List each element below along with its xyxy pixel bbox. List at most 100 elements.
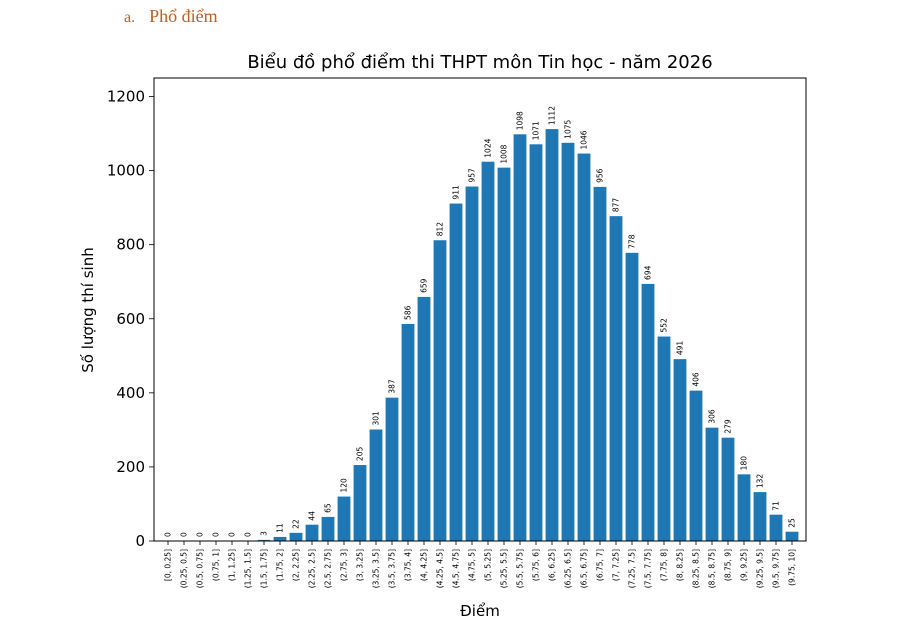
section-heading: a. Phổ điểm bbox=[124, 6, 218, 27]
bar-value-label: 877 bbox=[612, 198, 621, 213]
x-tick-label: (5.5, 5.75] bbox=[516, 549, 525, 588]
bars-group bbox=[257, 129, 799, 542]
bar-value-label: 812 bbox=[436, 222, 445, 237]
x-tick-label: (0.5, 0.75] bbox=[196, 549, 205, 588]
bar-value-label: 279 bbox=[724, 419, 733, 434]
bar bbox=[609, 216, 623, 541]
y-tick-label: 600 bbox=[116, 310, 145, 328]
x-tick-label: (0.75, 1] bbox=[212, 549, 221, 581]
y-tick-label: 200 bbox=[116, 458, 145, 476]
x-tick-label: (5, 5.25] bbox=[484, 549, 493, 581]
bar-value-label: 65 bbox=[324, 503, 333, 513]
bar-value-label: 406 bbox=[692, 372, 701, 387]
bar bbox=[481, 161, 495, 541]
bar-value-label: 180 bbox=[740, 456, 749, 471]
x-tick-label: (8, 8.25] bbox=[676, 549, 685, 581]
x-tick-label: (3, 3.25] bbox=[356, 549, 365, 581]
y-tick-label: 1200 bbox=[107, 88, 145, 106]
x-tick-label: (9.25, 9.5] bbox=[756, 549, 765, 588]
y-tick-label: 400 bbox=[116, 384, 145, 402]
bar-value-label: 0 bbox=[164, 532, 173, 537]
y-tick-label: 800 bbox=[116, 236, 145, 254]
bar bbox=[385, 397, 399, 541]
section-title: Phổ điểm bbox=[149, 6, 218, 26]
x-tick-label: (1.5, 1.75] bbox=[260, 549, 269, 588]
bar bbox=[577, 153, 591, 541]
bar bbox=[753, 492, 767, 541]
bar-value-label: 1046 bbox=[580, 130, 589, 149]
bar-value-label: 0 bbox=[212, 532, 221, 537]
bar-value-label: 1098 bbox=[516, 111, 525, 130]
bar-value-label: 132 bbox=[756, 474, 765, 489]
x-tick-label: (5.75, 6] bbox=[532, 549, 541, 581]
x-tick-label: (8.75, 9] bbox=[724, 549, 733, 581]
x-tick-label: (2.25, 2.5] bbox=[308, 549, 317, 588]
bar bbox=[289, 532, 303, 541]
plot-frame bbox=[153, 77, 807, 542]
bar-value-label: 11 bbox=[276, 523, 285, 533]
x-tick-label: (1.75, 2] bbox=[276, 549, 285, 581]
bar bbox=[433, 240, 447, 542]
bar bbox=[785, 531, 799, 541]
bar-value-label: 306 bbox=[708, 409, 717, 424]
x-tick-label: (4.75, 5] bbox=[468, 549, 477, 581]
bar bbox=[513, 134, 527, 542]
bar bbox=[337, 496, 351, 541]
bar-value-label: 1008 bbox=[500, 144, 509, 163]
bar bbox=[369, 429, 383, 541]
x-tick-label: [0, 0.25] bbox=[164, 549, 173, 581]
x-tick-label: (1.25, 1.5] bbox=[244, 549, 253, 588]
x-tick-label: (6.25, 6.5] bbox=[564, 549, 573, 588]
x-tick-label: (6, 6.25] bbox=[548, 549, 557, 581]
y-tick-label: 0 bbox=[135, 532, 145, 550]
x-tick-label: (7.25, 7.5] bbox=[628, 549, 637, 588]
x-tick-label: (4.5, 4.75] bbox=[452, 549, 461, 588]
x-tick-label: (8.5, 8.75] bbox=[708, 549, 717, 588]
y-tick-label: 1000 bbox=[107, 162, 145, 180]
bar bbox=[657, 336, 671, 541]
x-tick-label: (4, 4.25] bbox=[420, 549, 429, 581]
bar-value-label: 1024 bbox=[484, 138, 493, 157]
x-axis-title: Điểm bbox=[460, 602, 500, 620]
bar-value-label: 694 bbox=[644, 265, 653, 280]
x-tick-label: (7, 7.25] bbox=[612, 549, 621, 581]
x-tick-label: (7.5, 7.75] bbox=[644, 549, 653, 588]
chart-title: Biểu đồ phổ điểm thi THPT môn Tin học - … bbox=[247, 52, 712, 73]
bar-value-label: 205 bbox=[356, 447, 365, 462]
x-tick-label: (2.75, 3] bbox=[340, 549, 349, 581]
bar bbox=[273, 536, 287, 541]
y-axis-title: Số lượng thí sinh bbox=[79, 247, 97, 372]
x-tick-label: (2, 2.25] bbox=[292, 549, 301, 581]
bar bbox=[417, 296, 431, 541]
bar bbox=[305, 524, 319, 541]
x-tick-label: (5.25, 5.5] bbox=[500, 549, 509, 588]
bar bbox=[465, 186, 479, 541]
section-marker: a. bbox=[124, 9, 136, 26]
x-tick-label: (8.25, 8.5] bbox=[692, 549, 701, 588]
bar-value-label: 1112 bbox=[548, 106, 557, 125]
bar-value-label: 659 bbox=[420, 278, 429, 293]
bar bbox=[721, 437, 735, 541]
bar-value-label: 301 bbox=[372, 411, 381, 426]
bar-value-label: 0 bbox=[228, 532, 237, 537]
bar-value-label: 0 bbox=[244, 532, 253, 537]
bar bbox=[641, 283, 655, 541]
bar-value-label: 44 bbox=[308, 511, 317, 521]
bar-value-label: 586 bbox=[404, 305, 413, 320]
bar bbox=[737, 474, 751, 541]
x-tick-label: (2.5, 2.75] bbox=[324, 549, 333, 588]
bar bbox=[321, 516, 335, 541]
bar bbox=[625, 252, 639, 541]
x-tick-label: (9.75, 10] bbox=[788, 549, 797, 586]
bar-value-label: 25 bbox=[788, 518, 797, 528]
bar-value-label: 778 bbox=[628, 234, 637, 249]
bar-value-label: 1071 bbox=[532, 121, 541, 140]
bar bbox=[705, 427, 719, 541]
x-tick-label: (9.5, 9.75] bbox=[772, 549, 781, 588]
x-axis: [0, 0.25] (0.25, 0.5] (0.5, 0.75] (0.75, 1]… bbox=[164, 541, 797, 588]
y-axis: 0 200 400 600 800 1000 1200 bbox=[107, 88, 154, 550]
bar-value-label: 120 bbox=[340, 478, 349, 493]
bar bbox=[673, 359, 687, 541]
x-tick-label: (7.75, 8] bbox=[660, 549, 669, 581]
